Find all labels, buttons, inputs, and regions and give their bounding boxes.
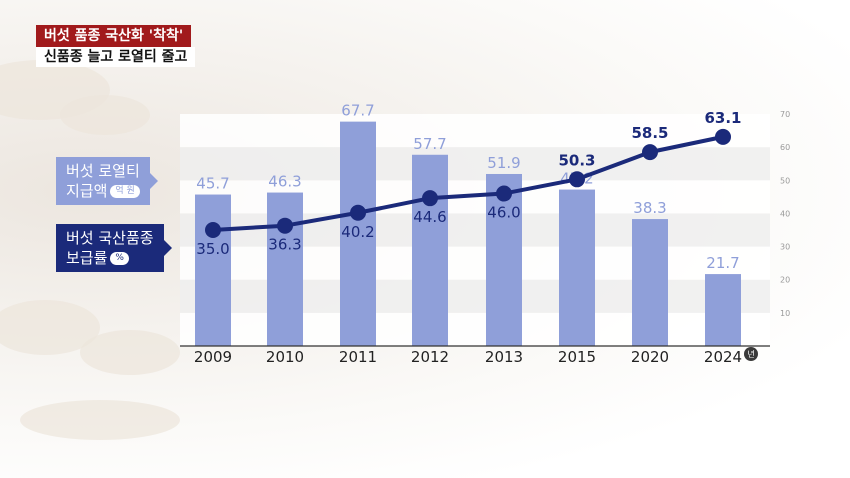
- unit-badge-circle: [744, 347, 758, 361]
- x-tick-label: 2024: [704, 348, 742, 366]
- mushroom-shape: [80, 330, 180, 375]
- legend-supply: 버섯 국산품종 보급률%: [56, 224, 172, 272]
- line-point: [350, 204, 366, 221]
- legend-supply-unit: %: [110, 252, 129, 265]
- legend-royalty-unit: 억 원: [110, 185, 140, 198]
- line-value-label: 58.5: [631, 124, 668, 142]
- line-points: [205, 128, 731, 238]
- bar: [195, 194, 231, 346]
- y-tick-label: 20: [780, 276, 790, 285]
- bar-value-label: 45.7: [196, 175, 229, 193]
- x-axis-unit: 년: [747, 349, 754, 359]
- y-axis-ticks: 10 20 30 40 50 60 70: [780, 110, 790, 318]
- line-value-labels: 35.0 36.3 40.2 44.6 46.0 50.3 58.5 63.1: [196, 109, 741, 258]
- legend-supply-arrow: [163, 240, 172, 256]
- legend-supply-line2: 보급률: [66, 249, 108, 267]
- bar: [412, 154, 448, 346]
- mushroom-shape: [20, 400, 180, 440]
- legend-royalty-line1: 버섯 로열티: [66, 162, 140, 180]
- x-tick-label: 2012: [411, 348, 449, 366]
- legend-royalty-line2: 지급액: [66, 182, 108, 200]
- legend-royalty-arrow: [149, 173, 158, 189]
- x-tick-label: 2010: [266, 348, 304, 366]
- bar-series: [195, 121, 741, 346]
- x-tick-label: 2009: [194, 348, 232, 366]
- line-value-label: 63.1: [704, 109, 741, 127]
- mushroom-shape: [60, 95, 150, 135]
- grid-band: [180, 147, 770, 181]
- bar: [705, 274, 741, 346]
- bar-value-label: 51.9: [487, 154, 520, 172]
- line-value-label: 36.3: [268, 236, 301, 254]
- legend-supply-line2-row: 보급률%: [66, 248, 154, 268]
- x-tick-label: 2020: [631, 348, 669, 366]
- line-value-label: 46.0: [487, 204, 520, 222]
- y-tick-label: 60: [780, 143, 790, 152]
- legend-royalty-line2-row: 지급액 억 원: [66, 181, 140, 201]
- y-tick-label: 30: [780, 243, 790, 252]
- line-value-label: 44.6: [413, 208, 446, 226]
- bar: [632, 219, 668, 346]
- y-tick-label: 40: [780, 209, 790, 218]
- x-tick-label: 2011: [339, 348, 377, 366]
- bar: [486, 173, 522, 346]
- line-point: [569, 171, 585, 188]
- x-tick-label: 2013: [485, 348, 523, 366]
- headline-title: 버섯 품종 국산화 '착착': [36, 25, 192, 47]
- headline-subtitle: 신품종 늘고 로열티 줄고: [36, 47, 196, 67]
- y-tick-label: 10: [780, 309, 790, 318]
- line-point: [277, 217, 293, 234]
- line-value-label: 35.0: [196, 240, 229, 258]
- line-value-label: 50.3: [558, 151, 595, 169]
- line-point: [422, 190, 438, 207]
- legend-supply-line1: 버섯 국산품종: [66, 229, 154, 247]
- bar-value-label: 38.3: [633, 199, 666, 217]
- bar: [559, 189, 595, 346]
- y-tick-label: 70: [780, 110, 790, 119]
- bar-value-label: 67.7: [341, 102, 374, 120]
- line-point: [496, 185, 512, 202]
- bar-value-label: 21.7: [706, 254, 739, 272]
- y-tick-label: 50: [780, 176, 790, 185]
- x-tick-label: 2015: [558, 348, 596, 366]
- legend-royalty: 버섯 로열티 지급액 억 원: [56, 157, 158, 205]
- line-point: [715, 128, 731, 145]
- x-axis-unit-badge: 년: [744, 347, 758, 361]
- line-point: [642, 144, 658, 161]
- bar: [340, 121, 376, 346]
- bar: [267, 192, 303, 346]
- bar-value-label: 46.3: [268, 173, 301, 191]
- line-series: [212, 134, 724, 232]
- bar-value-label: 57.7: [413, 135, 446, 153]
- line-value-label: 40.2: [341, 223, 374, 241]
- x-axis-labels: 2009 2010 2011 2012 2013 2015 2020 2024: [194, 348, 742, 366]
- grid-band: [180, 114, 770, 148]
- line-point: [205, 222, 221, 238]
